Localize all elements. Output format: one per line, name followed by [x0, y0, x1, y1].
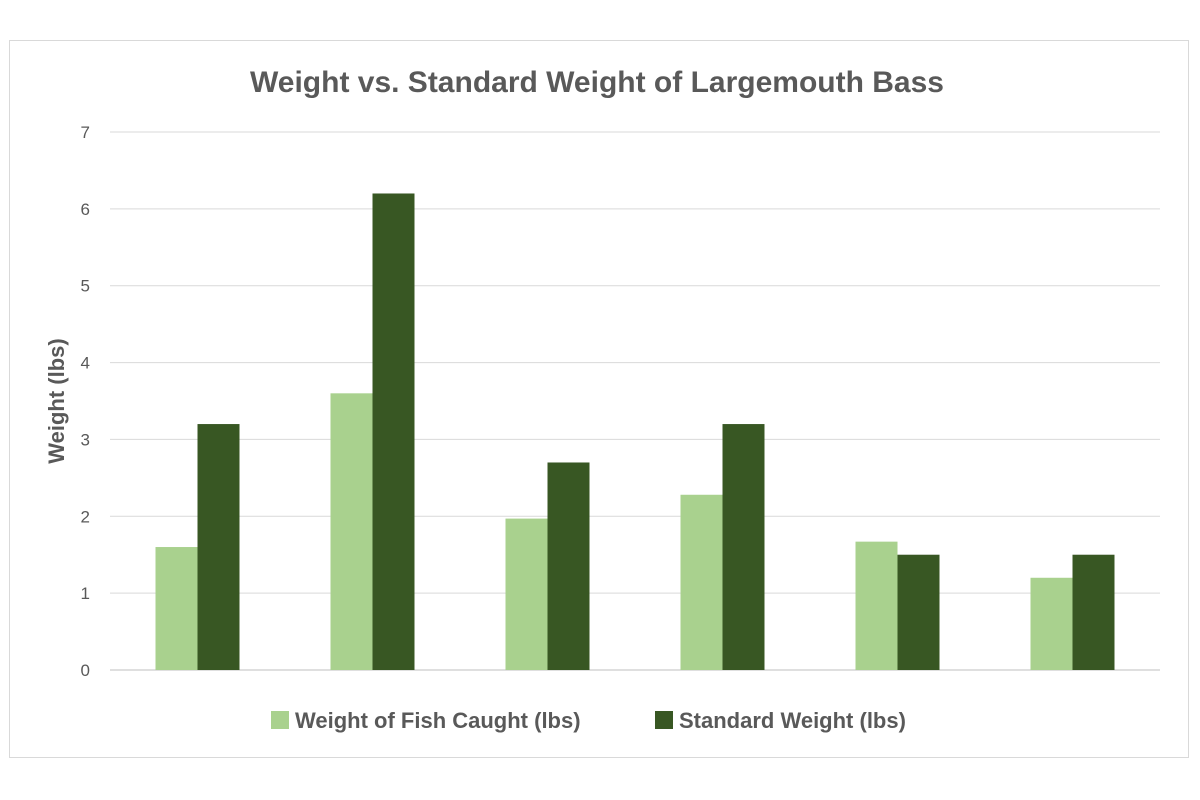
y-tick-label: 7 — [81, 123, 90, 142]
legend: Weight of Fish Caught (lbs) Standard Weig… — [271, 708, 906, 733]
legend-label: Weight of Fish Caught (lbs) — [295, 708, 581, 733]
bar-standard-weight-5 — [897, 554, 940, 670]
bar-weight-caught-5 — [855, 541, 898, 670]
bar-standard-weight-6 — [1072, 554, 1115, 670]
legend-swatch — [271, 711, 289, 729]
bar-weight-caught-1 — [155, 547, 198, 670]
y-tick-label: 3 — [81, 430, 90, 449]
legend-swatch — [655, 711, 673, 729]
gridlines — [110, 131, 1160, 671]
y-axis-title: Weight (lbs) — [44, 338, 69, 463]
y-tick-label: 2 — [81, 507, 90, 526]
chart-title: Weight vs. Standard Weight of Largemouth… — [250, 66, 944, 99]
legend-label: Standard Weight (lbs) — [679, 708, 906, 733]
y-tick-label: 1 — [81, 584, 90, 603]
y-tick-label: 6 — [81, 200, 90, 219]
bar-standard-weight-3 — [547, 462, 590, 670]
bar-weight-caught-2 — [330, 393, 373, 670]
bar-standard-weight-4 — [722, 424, 765, 670]
bar-standard-weight-1 — [197, 424, 240, 670]
y-tick-label: 4 — [81, 354, 90, 373]
bars — [155, 193, 1115, 670]
bar-standard-weight-2 — [372, 193, 415, 670]
bar-weight-caught-3 — [505, 518, 548, 670]
bar-weight-caught-4 — [680, 494, 723, 670]
y-tick-label: 0 — [81, 661, 90, 680]
y-axis-ticks: 0 1 2 3 4 5 6 7 — [81, 123, 90, 680]
y-tick-label: 5 — [81, 277, 90, 296]
bar-weight-caught-6 — [1030, 577, 1073, 670]
